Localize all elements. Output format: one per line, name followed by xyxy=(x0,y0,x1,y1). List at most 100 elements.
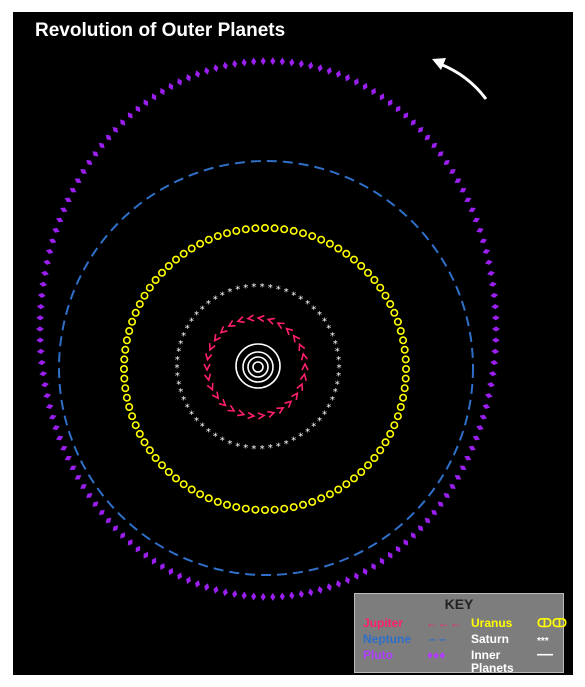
pluto-orbit-mark xyxy=(36,348,45,354)
pluto-orbit-mark xyxy=(204,67,210,75)
pluto-orbit-mark xyxy=(45,404,54,409)
pluto-orbit-mark xyxy=(484,393,493,399)
uranus-orbit-mark xyxy=(317,235,326,244)
uranus-orbit-mark xyxy=(251,224,260,233)
legend-label-jupiter: Jupiter xyxy=(363,616,404,630)
pluto-orbit-mark xyxy=(476,425,484,431)
saturn-orbit-mark: * xyxy=(251,444,256,455)
pluto-orbit-mark xyxy=(80,169,87,174)
pluto-orbit-mark xyxy=(120,119,126,126)
uranus-orbit-mark xyxy=(298,500,307,509)
uranus-orbit-mark xyxy=(289,503,298,512)
pluto-orbit-mark xyxy=(431,509,438,516)
pluto-orbit-mark xyxy=(92,501,99,507)
saturn-orbit-mark: * xyxy=(235,441,240,452)
pluto-orbit-mark xyxy=(479,238,488,244)
uranus-orbit-mark xyxy=(317,494,326,503)
uranus-orbit-mark xyxy=(122,336,131,345)
pluto-orbit-mark xyxy=(177,78,182,86)
uranus-orbit-mark xyxy=(213,497,222,506)
uranus-orbit-mark xyxy=(376,283,385,292)
saturn-orbit-mark: * xyxy=(335,347,340,358)
saturn-orbit-mark: * xyxy=(178,339,183,350)
uranus-orbit-mark xyxy=(370,275,379,284)
pluto-orbit-mark xyxy=(135,105,141,113)
uranus-orbit-mark xyxy=(172,474,181,483)
pluto-orbit-mark xyxy=(424,517,431,524)
pluto-orbit-mark xyxy=(112,126,119,133)
pluto-orbit-mark xyxy=(186,74,191,82)
jupiter-orbit-mark xyxy=(227,404,236,412)
jupiter-orbit-mark xyxy=(203,373,212,382)
pluto-orbit-mark xyxy=(80,484,87,489)
uranus-orbit-mark xyxy=(131,421,140,430)
pluto-orbit-mark xyxy=(289,58,295,67)
saturn-orbit-mark: * xyxy=(291,436,296,447)
pluto-orbit-mark xyxy=(487,270,495,276)
pluto-orbit-mark xyxy=(326,67,332,75)
uranus-orbit-mark xyxy=(251,505,260,514)
saturn-orbit-mark: * xyxy=(206,299,211,310)
saturn-orbit-mark: * xyxy=(333,387,338,398)
uranus-orbit-mark xyxy=(232,226,241,235)
pluto-orbit-mark xyxy=(232,590,238,599)
page-title: Revolution of Outer Planets xyxy=(35,20,286,41)
saturn-orbit-mark: * xyxy=(291,290,296,301)
pluto-orbit-mark xyxy=(417,525,424,532)
uranus-orbit-mark xyxy=(223,500,232,509)
uranus-orbit-mark xyxy=(135,429,144,438)
saturn-orbit-mark: * xyxy=(335,379,340,390)
pluto-orbit-mark xyxy=(362,82,368,91)
pluto-orbit-mark xyxy=(279,57,285,66)
uranus-orbit-mark xyxy=(140,438,149,447)
pluto-orbit-mark xyxy=(492,326,500,332)
pluto-orbit-mark xyxy=(195,70,200,78)
uranus-orbit-mark xyxy=(120,355,129,364)
legend-label-pluto: Pluto xyxy=(363,648,393,662)
uranus-orbit-mark xyxy=(334,485,343,494)
pluto-orbit-mark xyxy=(168,82,174,91)
saturn-orbit-mark: * xyxy=(260,444,265,455)
uranus-orbit-mark xyxy=(164,467,173,476)
pluto-orbit-mark xyxy=(379,93,385,101)
uranus-orbit-mark xyxy=(122,393,131,402)
jupiter-orbit-mark xyxy=(227,320,236,327)
pluto-orbit-mark xyxy=(354,572,359,580)
uranus-orbit-mark xyxy=(270,505,279,514)
legend-label-neptune: Neptune xyxy=(363,632,411,646)
pluto-orbit-mark xyxy=(459,465,467,471)
jupiter-orbit-mark xyxy=(298,342,306,352)
uranus-orbit-mark xyxy=(179,249,188,258)
jupiter-orbit-mark xyxy=(301,362,309,371)
uranus-orbit-mark xyxy=(135,300,144,309)
pluto-orbit-mark xyxy=(491,315,500,321)
pluto-orbit-mark xyxy=(45,249,54,254)
pluto-orbit-mark xyxy=(260,592,266,601)
uranus-orbit-mark xyxy=(393,317,402,326)
saturn-orbit-mark: * xyxy=(276,285,281,296)
pluto-orbit-mark xyxy=(64,197,72,203)
pluto-orbit-mark xyxy=(39,281,48,287)
pluto-orbit-mark xyxy=(488,281,497,287)
uranus-orbit-mark xyxy=(381,438,390,447)
revolution-arrow-head xyxy=(432,58,446,70)
uranus-orbit-mark xyxy=(325,239,334,248)
uranus-orbit-mark xyxy=(342,249,351,258)
pluto-orbit-mark xyxy=(488,371,497,377)
jupiter-orbit-mark xyxy=(299,372,307,381)
pluto-orbit-mark xyxy=(69,187,77,193)
uranus-orbit-mark xyxy=(140,291,149,300)
saturn-orbit-mark: * xyxy=(176,379,181,390)
pluto-orbit-mark xyxy=(388,551,393,559)
pluto-orbit-mark xyxy=(437,151,444,157)
saturn-orbit-mark: * xyxy=(251,282,256,293)
pluto-orbit-mark xyxy=(105,134,112,141)
uranus-orbit-mark xyxy=(396,402,405,411)
saturn-orbit-mark: * xyxy=(175,355,180,366)
uranus-orbit-mark xyxy=(270,224,279,233)
jupiter-orbit-mark xyxy=(218,398,227,407)
uranus-orbit-mark xyxy=(164,262,173,271)
saturn-orbit-mark: * xyxy=(185,402,190,413)
pluto-orbit-mark xyxy=(69,465,77,471)
pluto-orbit-mark xyxy=(120,532,126,539)
